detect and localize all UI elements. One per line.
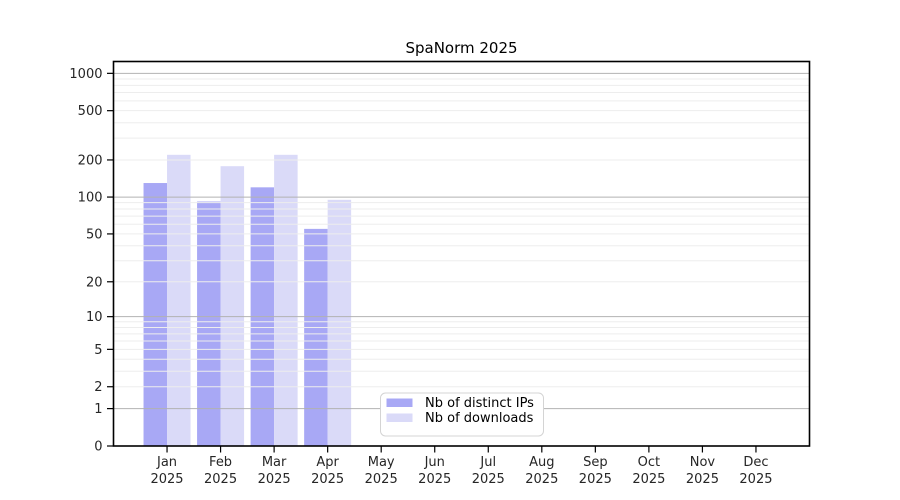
x-tick-label-year: 2025: [472, 472, 505, 487]
x-tick-label-month: Mar: [262, 455, 287, 470]
bar-downloads-mar: [274, 154, 298, 446]
x-tick-label-year: 2025: [418, 472, 451, 487]
legend-label-downloads: Nb of downloads: [425, 411, 534, 426]
y-tick-label: 20: [86, 275, 103, 290]
y-tick-label: 1: [94, 402, 102, 417]
x-tick-label-year: 2025: [525, 472, 558, 487]
x-tick-label-month: Jan: [156, 455, 177, 470]
bar-downloads-apr: [327, 199, 352, 446]
x-tick-label-month: Aug: [529, 455, 554, 470]
x-tick-label-month: May: [368, 455, 395, 470]
x-tick-label-year: 2025: [579, 472, 612, 487]
bar-distinct-ips-apr: [304, 228, 328, 446]
x-tick-label-month: Oct: [638, 455, 660, 470]
x-tick-label-month: Jun: [424, 455, 445, 470]
legend-swatch-downloads: [386, 413, 413, 422]
bar-downloads-feb: [220, 166, 245, 446]
x-tick-label-year: 2025: [739, 472, 772, 487]
grid-layer: [113, 72, 810, 410]
legend: Nb of distinct IPs Nb of downloads: [380, 392, 544, 437]
x-tick-label-month: Feb: [209, 455, 232, 470]
bar-downloads-jan: [167, 154, 191, 446]
bar-distinct-ips-feb: [197, 201, 221, 446]
x-tick-label-year: 2025: [204, 472, 237, 487]
x-tick-label-month: Nov: [690, 455, 716, 470]
x-tick-label-month: Apr: [316, 455, 339, 470]
y-tick-label: 500: [78, 104, 103, 119]
x-tick-label-year: 2025: [311, 472, 344, 487]
axes-layer: [112, 60, 811, 447]
y-tick-label: 2: [94, 380, 102, 395]
y-tick-label: 50: [86, 227, 103, 242]
legend-box: [380, 392, 544, 437]
y-tick-label: 200: [78, 153, 103, 168]
legend-label-distinct-ips: Nb of distinct IPs: [425, 396, 534, 411]
bar-distinct-ips-jan: [143, 183, 168, 446]
x-tick-label-year: 2025: [365, 472, 398, 487]
y-tick-label: 10: [86, 310, 103, 325]
plot-frame: [112, 60, 811, 447]
bars-layer: [143, 154, 352, 446]
x-tick-label-year: 2025: [686, 472, 719, 487]
x-tick-label-month: Dec: [743, 455, 768, 470]
x-tick-label-month: Sep: [583, 455, 608, 470]
x-tick-label-year: 2025: [150, 472, 183, 487]
legend-swatch-distinct-ips: [386, 398, 413, 407]
y-tick-label: 5: [94, 343, 102, 358]
chart-title: SpaNorm 2025: [405, 39, 517, 57]
y-tick-label: 100: [78, 191, 103, 206]
y-tick-label: 1000: [69, 67, 102, 82]
ticks-layer: 0 1 2 5 10 20 50 100 200 500 1000 Jan 2025 Feb 2025 Mar…: [69, 67, 772, 487]
y-tick-label: 0: [94, 440, 102, 455]
x-tick-label-month: Jul: [479, 455, 496, 470]
x-tick-label-year: 2025: [632, 472, 665, 487]
x-tick-label-year: 2025: [258, 472, 291, 487]
